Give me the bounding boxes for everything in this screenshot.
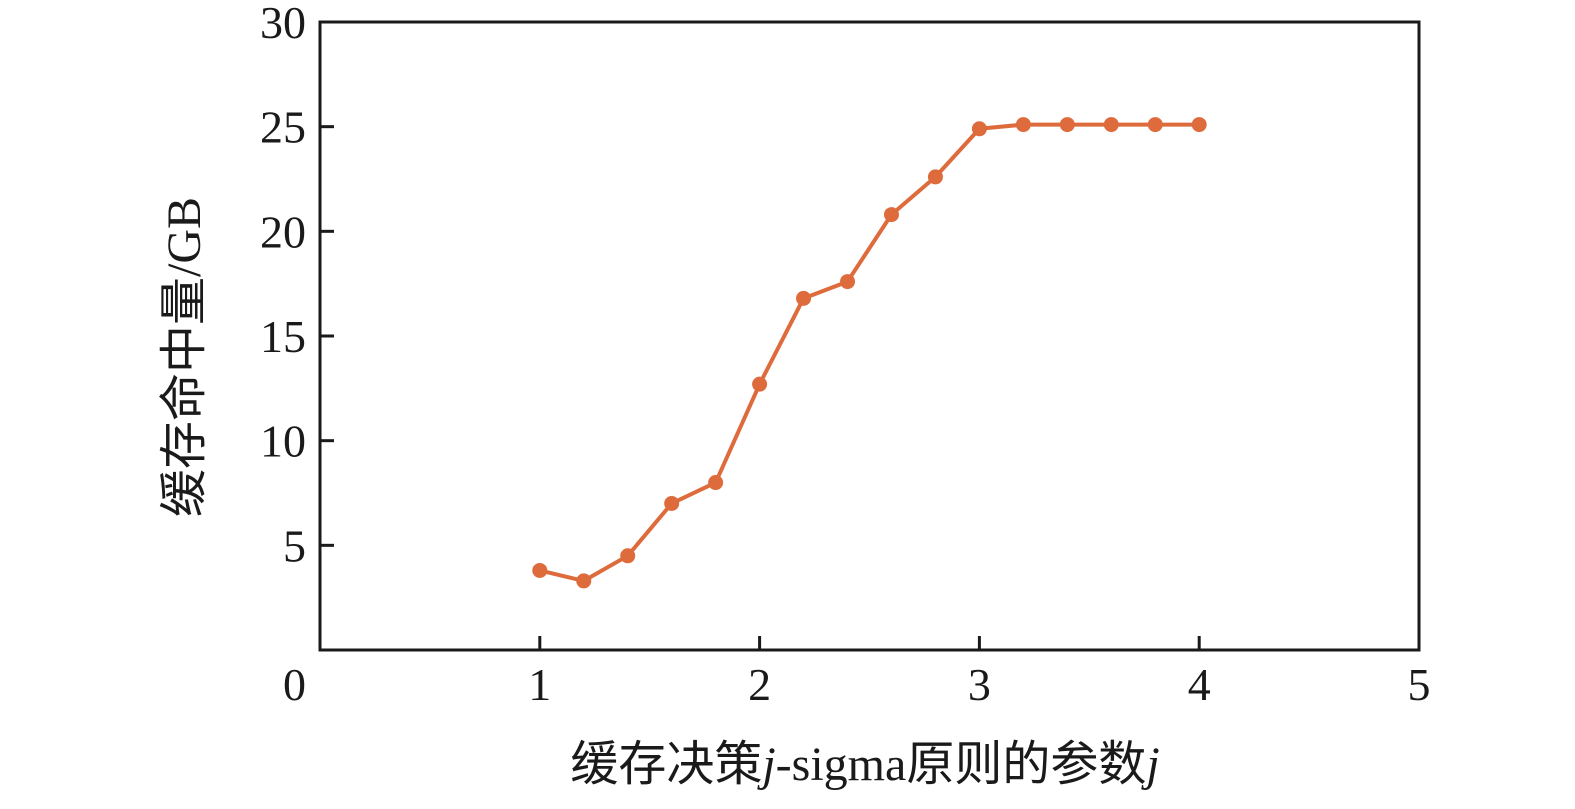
data-point <box>708 475 724 491</box>
data-point <box>576 573 592 589</box>
y-axis-title: 缓存命中量/GB <box>158 196 211 518</box>
y-tick-label: 10 <box>260 416 306 467</box>
data-point <box>927 169 943 185</box>
data-point <box>1059 117 1075 133</box>
origin-tick-label: 0 <box>283 659 306 710</box>
y-tick-label: 5 <box>283 520 306 571</box>
data-point <box>1147 117 1163 133</box>
data-point <box>620 548 636 564</box>
data-point <box>796 290 812 306</box>
axis-title-part: 原则的参数 <box>906 738 1147 791</box>
data-point <box>840 274 856 290</box>
y-tick-label: 30 <box>260 0 306 48</box>
y-tick-label: 20 <box>260 206 306 257</box>
data-point <box>1103 117 1119 133</box>
x-tick-label: 2 <box>748 659 771 710</box>
y-tick-label: 15 <box>260 311 306 362</box>
data-point <box>752 376 768 392</box>
data-line <box>537 122 1202 583</box>
axis-title-part: j <box>762 738 776 791</box>
axis-title-part: -sigma <box>775 738 907 791</box>
x-axis-title: 缓存决策j-sigma原则的参数j <box>570 741 1159 789</box>
x-tick-label: 5 <box>1408 659 1431 710</box>
axis-title-part: 缓存决策 <box>570 738 763 791</box>
y-tick-label: 25 <box>260 102 306 153</box>
x-tick-label: 4 <box>1188 659 1211 710</box>
data-point <box>1191 117 1207 133</box>
data-point <box>883 207 899 223</box>
data-point <box>664 495 680 511</box>
data-point <box>1015 117 1031 133</box>
x-tick-label: 1 <box>528 659 551 710</box>
data-point <box>532 562 548 578</box>
x-tick-label: 3 <box>968 659 991 710</box>
axis-title-part: j <box>1146 738 1160 791</box>
axis-title-part: 缓存命中量/GB <box>158 196 211 518</box>
data-point <box>971 121 987 137</box>
plot-frame <box>318 20 1421 652</box>
